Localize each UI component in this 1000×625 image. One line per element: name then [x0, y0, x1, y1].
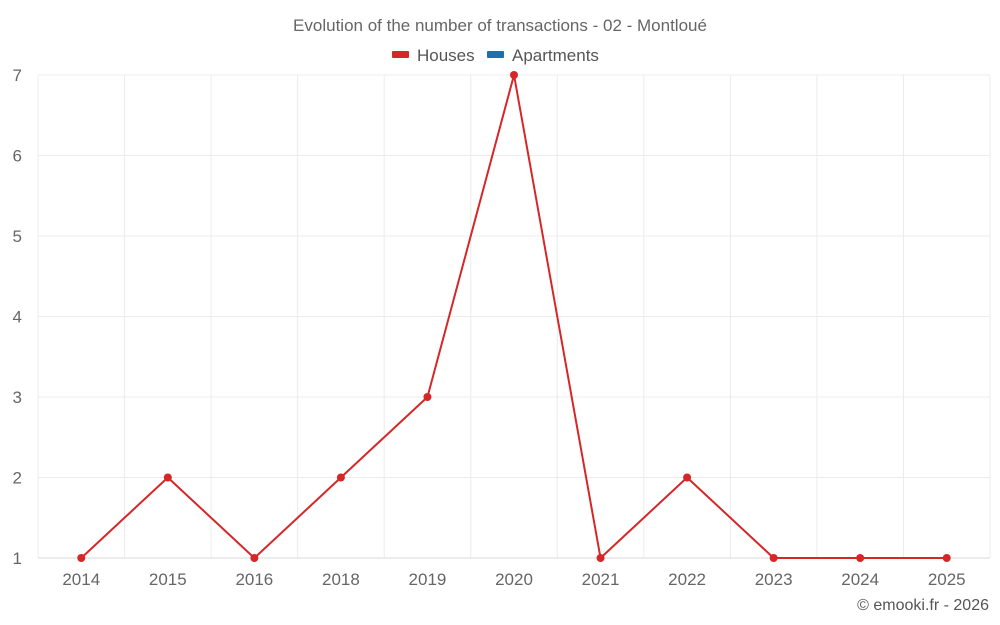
- data-point-houses-2024[interactable]: [856, 554, 865, 562]
- y-tick-label: 3: [13, 388, 22, 407]
- x-tick-label: 2022: [668, 570, 706, 589]
- chart-legend: Houses Apartments: [392, 46, 599, 65]
- data-point-houses-2019[interactable]: [423, 393, 432, 401]
- legend-swatch-houses[interactable]: [392, 51, 409, 58]
- x-tick-label: 2018: [322, 570, 360, 589]
- y-tick-label: 7: [13, 66, 22, 85]
- x-tick-label: 2025: [928, 570, 966, 589]
- data-point-houses-2020[interactable]: [510, 71, 518, 79]
- x-tick-label: 2014: [62, 570, 100, 589]
- data-point-houses-2015[interactable]: [163, 473, 172, 482]
- x-tick-label: 2020: [495, 570, 533, 589]
- legend-swatch-apartments[interactable]: [487, 51, 504, 58]
- y-axis-tick-labels: 1 2 3 4 5 6 7: [13, 66, 22, 568]
- y-tick-label: 6: [13, 147, 22, 166]
- data-point-houses-2022[interactable]: [683, 473, 692, 482]
- x-axis-tick-labels: 2014 2015 2016 2018 2019 2020 2021 2022 2023 2024…: [62, 570, 965, 589]
- y-tick-label: 1: [13, 549, 22, 568]
- x-tick-label: 2024: [841, 570, 879, 589]
- x-tick-label: 2015: [149, 570, 187, 589]
- legend-label-apartments[interactable]: Apartments: [512, 46, 599, 65]
- chart-credit: © emooki.fr - 2026: [857, 597, 989, 614]
- y-tick-label: 2: [13, 469, 22, 488]
- y-tick-label: 4: [13, 308, 22, 327]
- x-tick-label: 2021: [582, 570, 620, 589]
- y-tick-label: 5: [13, 227, 22, 246]
- x-tick-label: 2023: [755, 570, 793, 589]
- data-point-houses-2018[interactable]: [336, 473, 345, 482]
- horizontal-grid: [38, 74, 990, 478]
- chart-series: [77, 71, 951, 562]
- data-point-houses-2016[interactable]: [250, 554, 259, 562]
- data-point-houses-2021[interactable]: [596, 554, 605, 562]
- data-point-houses-2023[interactable]: [769, 554, 778, 562]
- x-tick-label: 2016: [235, 570, 273, 589]
- x-tick-label: 2019: [409, 570, 447, 589]
- legend-label-houses[interactable]: Houses: [417, 46, 475, 65]
- data-point-houses-2025[interactable]: [942, 554, 951, 562]
- chart-title: Evolution of the number of transactions …: [293, 16, 707, 35]
- data-point-houses-2014[interactable]: [77, 554, 86, 562]
